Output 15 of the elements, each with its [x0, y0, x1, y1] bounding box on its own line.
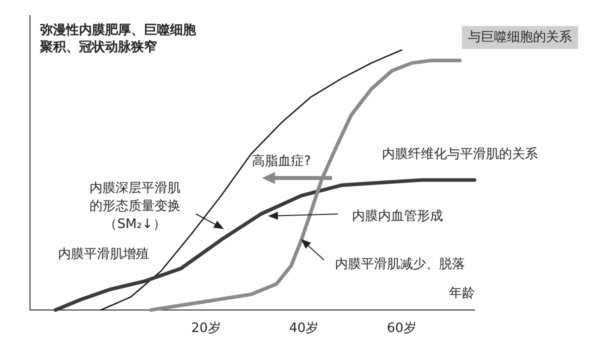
x-tick-label: 60岁: [386, 321, 416, 336]
annotation: 与巨噬细胞的关系: [462, 26, 578, 49]
x-tick-label: 40岁: [289, 321, 319, 336]
annotation: 的形态质量变换: [90, 199, 180, 214]
annotation: （SM₂↓）: [104, 217, 166, 232]
annotation: 弥漫性内膜肥厚、巨噬细胞: [40, 23, 196, 38]
annotation: 高脂血症?: [252, 154, 311, 169]
annotation: 内膜内血管形成: [352, 209, 443, 224]
x-tick-label: 20岁: [191, 321, 221, 336]
annotation: 内膜深层平滑肌: [90, 181, 180, 196]
annotation: 内膜平滑肌增殖: [58, 247, 149, 262]
annotation: 内膜平滑肌减少、脱落: [335, 257, 465, 272]
annotation: 聚积、冠状动脉狭窄: [40, 40, 157, 55]
annotation: 内膜纤维化与平滑肌的关系: [382, 147, 538, 162]
x-axis-title: 年龄: [449, 286, 475, 301]
